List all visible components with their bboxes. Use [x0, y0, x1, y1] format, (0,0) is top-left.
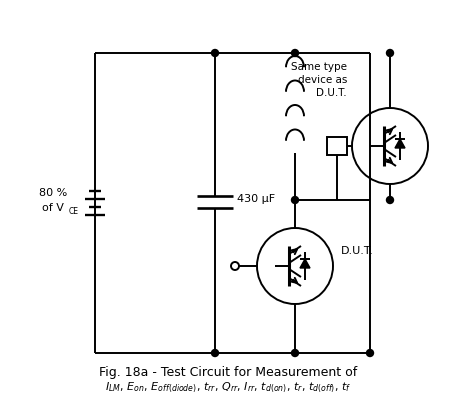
Text: 430 μF: 430 μF	[237, 194, 275, 204]
Circle shape	[292, 350, 298, 357]
Circle shape	[212, 350, 218, 357]
Text: Same type
device as
D.U.T.: Same type device as D.U.T.	[291, 62, 347, 98]
Polygon shape	[395, 139, 405, 148]
Text: $\mathit{I}_{LM}$, $\mathit{E}_{on}$, $\mathit{E}_{off(diode)}$, $\mathit{t}_{rr: $\mathit{I}_{LM}$, $\mathit{E}_{on}$, $\…	[105, 381, 352, 395]
Circle shape	[367, 350, 373, 357]
Polygon shape	[300, 259, 310, 268]
Text: CE: CE	[69, 208, 79, 217]
Circle shape	[212, 49, 218, 56]
Circle shape	[292, 49, 298, 56]
Circle shape	[292, 197, 298, 204]
Text: 80 %: 80 %	[39, 188, 67, 198]
Text: of V: of V	[42, 203, 64, 213]
Bar	[327, 137, 347, 155]
Circle shape	[387, 197, 393, 204]
Text: Fig. 18a - Test Circuit for Measurement of: Fig. 18a - Test Circuit for Measurement …	[99, 366, 358, 379]
Circle shape	[387, 49, 393, 56]
Text: D.U.T.: D.U.T.	[341, 246, 374, 256]
